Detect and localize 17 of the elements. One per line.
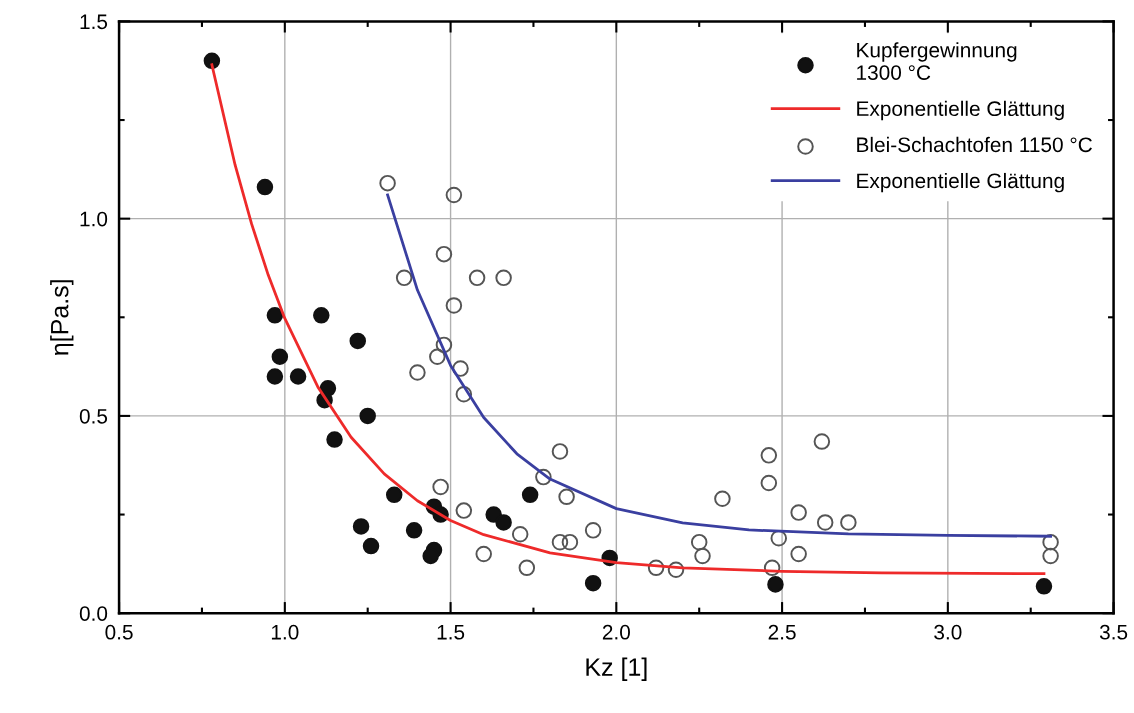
y-tick-label: 1.0 — [80, 211, 108, 227]
legend-label: Kupfergewinnung 1300 °C — [857, 42, 1017, 80]
x-tick-label: 3.5 — [1099, 624, 1128, 640]
legend-label: Exponentielle Glättung — [857, 172, 1064, 193]
x-tick-label: 2.0 — [602, 624, 630, 640]
x-tick-label: 0.5 — [105, 624, 133, 640]
x-axis-title: Kz [1] — [586, 657, 647, 681]
x-tick-label: 3.0 — [934, 624, 962, 640]
legend-label: Blei-Schachtofen 1150 °C — [857, 136, 1092, 153]
y-axis-title: η[Pa.s] — [50, 280, 74, 355]
y-tick-label: 0.0 — [79, 606, 108, 621]
x-tick-label: 1.0 — [271, 624, 299, 640]
y-tick-label: 1.5 — [80, 14, 108, 30]
y-tick-label: 0.5 — [79, 408, 108, 424]
x-tick-label: 2.5 — [768, 624, 796, 640]
legend-label: Exponentielle Glättung — [857, 100, 1064, 121]
x-tick-label: 1.5 — [437, 625, 465, 640]
